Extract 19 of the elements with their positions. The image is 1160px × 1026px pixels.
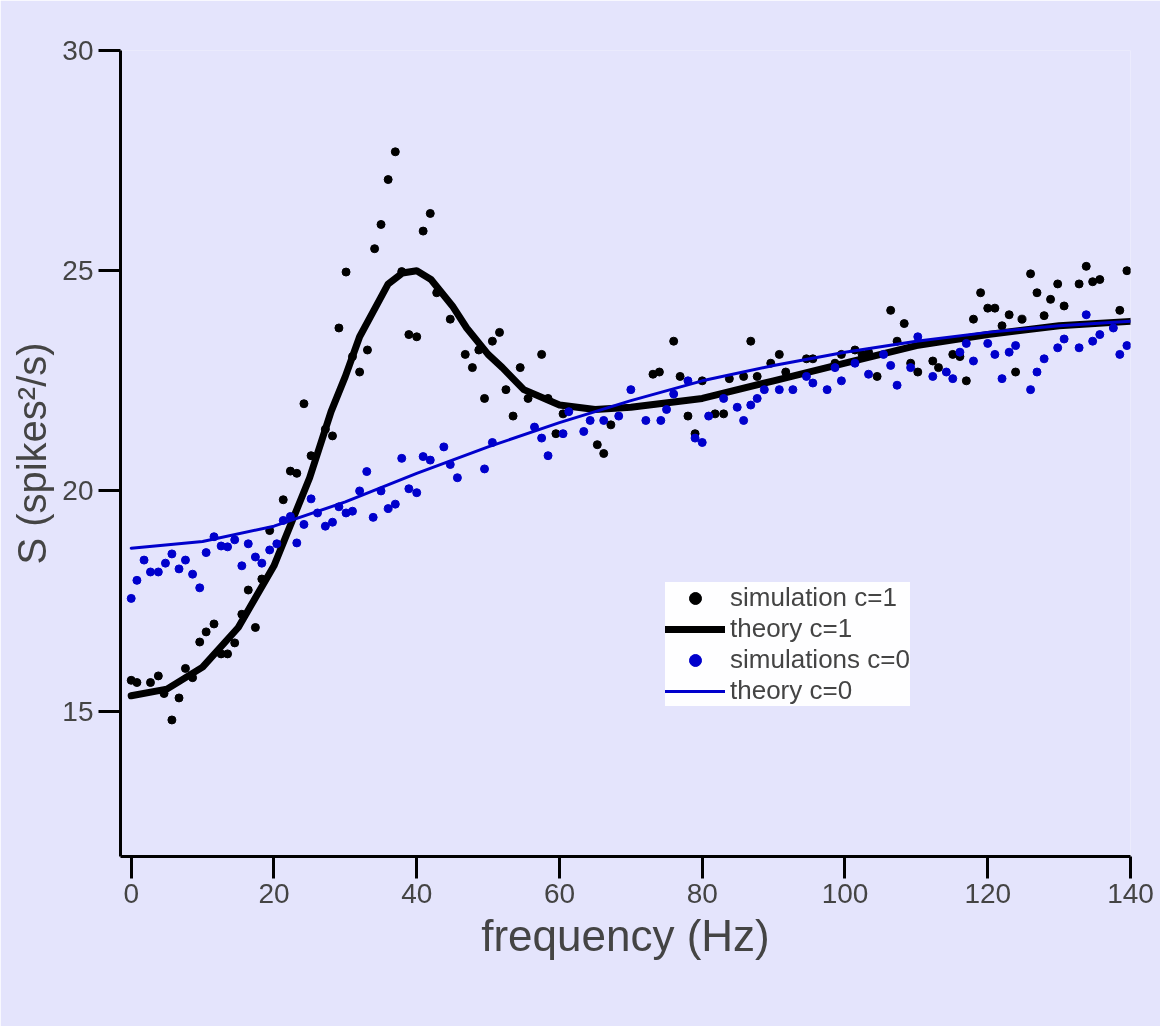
- legend-label: simulation c=1: [730, 582, 897, 613]
- y-tick-label: 25: [62, 255, 94, 287]
- x-tick-label: 0: [123, 877, 139, 909]
- x-tick-label: 120: [964, 877, 1012, 909]
- y-tick-label: 20: [62, 475, 94, 507]
- line-series: [129, 319, 1131, 550]
- legend-label: simulations c=0: [730, 644, 910, 675]
- x-tick-label: 100: [821, 877, 869, 909]
- x-tick-label: 40: [401, 877, 433, 909]
- x-tick-label: 20: [258, 877, 290, 909]
- y-tick-label: 30: [62, 35, 94, 66]
- x-tick-label: 80: [686, 877, 718, 909]
- x-tick-label: 60: [543, 877, 576, 909]
- y-tick-label: 15: [62, 695, 94, 727]
- legend-label: theory c=0: [730, 675, 853, 706]
- y-axis-title: S (spikes²/s): [10, 342, 55, 565]
- x-axis-title: frequency (Hz): [481, 910, 770, 960]
- x-tick-label: 140: [1107, 877, 1154, 909]
- legend-label: theory c=1: [730, 613, 853, 644]
